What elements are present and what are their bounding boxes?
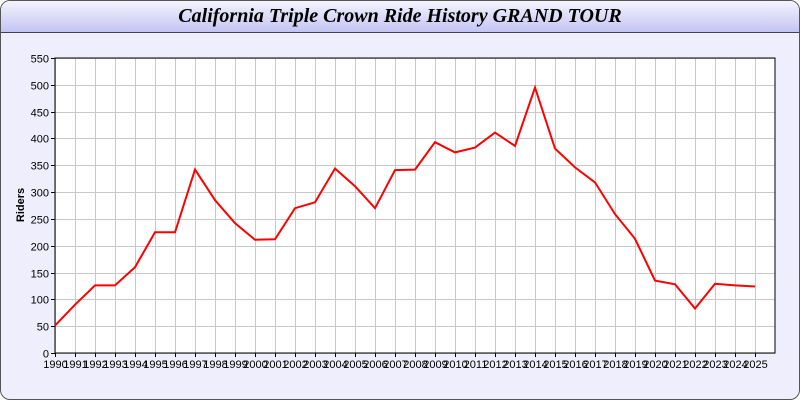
- x-tick-label: 2009: [423, 359, 447, 371]
- x-tick-label: 2011: [464, 359, 488, 371]
- y-tick-label: 450: [31, 108, 49, 120]
- y-tick-label: 150: [31, 269, 49, 281]
- x-tick-label: 2000: [243, 359, 267, 371]
- x-tick-label: 2003: [303, 359, 327, 371]
- y-axis-label: Riders: [15, 188, 27, 222]
- x-tick-label: 1999: [223, 359, 247, 371]
- x-tick-label: 2024: [723, 359, 747, 371]
- x-tick-label: 2012: [483, 359, 507, 371]
- x-tick-label: 2025: [743, 359, 767, 371]
- x-tick-label: 1993: [103, 359, 127, 371]
- x-tick-label: 1998: [203, 359, 227, 371]
- x-tick-label: 1992: [83, 359, 107, 371]
- x-tick-label: 2007: [383, 359, 407, 371]
- title-bar: California Triple Crown Ride History GRA…: [1, 1, 799, 33]
- x-tick-label: 2019: [623, 359, 647, 371]
- x-tick-label: 1996: [163, 359, 187, 371]
- x-tick-label: 2017: [583, 359, 607, 371]
- x-tick-label: 2001: [263, 359, 287, 371]
- x-tick-label: 2004: [323, 359, 347, 371]
- x-tick-label: 2008: [403, 359, 427, 371]
- x-tick-label: 1997: [183, 359, 207, 371]
- x-tick-label: 2002: [283, 359, 307, 371]
- y-tick-label: 200: [31, 242, 49, 254]
- x-tick-label: 2010: [443, 359, 467, 371]
- x-tick-label: 2005: [343, 359, 367, 371]
- x-tick-label: 2013: [503, 359, 527, 371]
- x-tick-label: 2006: [363, 359, 387, 371]
- y-tick-label: 300: [31, 188, 49, 200]
- x-tick-label: 1990: [43, 359, 67, 371]
- x-tick-label: 2022: [683, 359, 707, 371]
- series-line: [54, 84, 756, 327]
- x-tick-label: 1995: [143, 359, 167, 371]
- y-tick-label: 100: [31, 295, 49, 307]
- x-tick-label: 2014: [523, 359, 547, 371]
- y-tick-label: 50: [37, 322, 49, 334]
- y-tick-label: 250: [31, 215, 49, 227]
- x-tick-label: 1994: [123, 359, 147, 371]
- y-tick-label: 0: [43, 349, 49, 361]
- y-tick-label: 350: [31, 161, 49, 173]
- x-tick-label: 2023: [703, 359, 727, 371]
- y-tick-label: 550: [31, 54, 49, 66]
- axes: 0501001502002503003504004505005501990199…: [31, 54, 768, 372]
- y-tick-label: 400: [31, 134, 49, 146]
- x-tick-label: 2018: [603, 359, 627, 371]
- x-tick-label: 2021: [663, 359, 687, 371]
- y-tick-label: 500: [31, 81, 49, 93]
- x-tick-label: 2016: [563, 359, 587, 371]
- x-tick-label: 2020: [643, 359, 667, 371]
- chart-title: California Triple Crown Ride History GRA…: [178, 5, 622, 27]
- x-tick-label: 1991: [63, 359, 87, 371]
- x-tick-label: 2015: [543, 359, 567, 371]
